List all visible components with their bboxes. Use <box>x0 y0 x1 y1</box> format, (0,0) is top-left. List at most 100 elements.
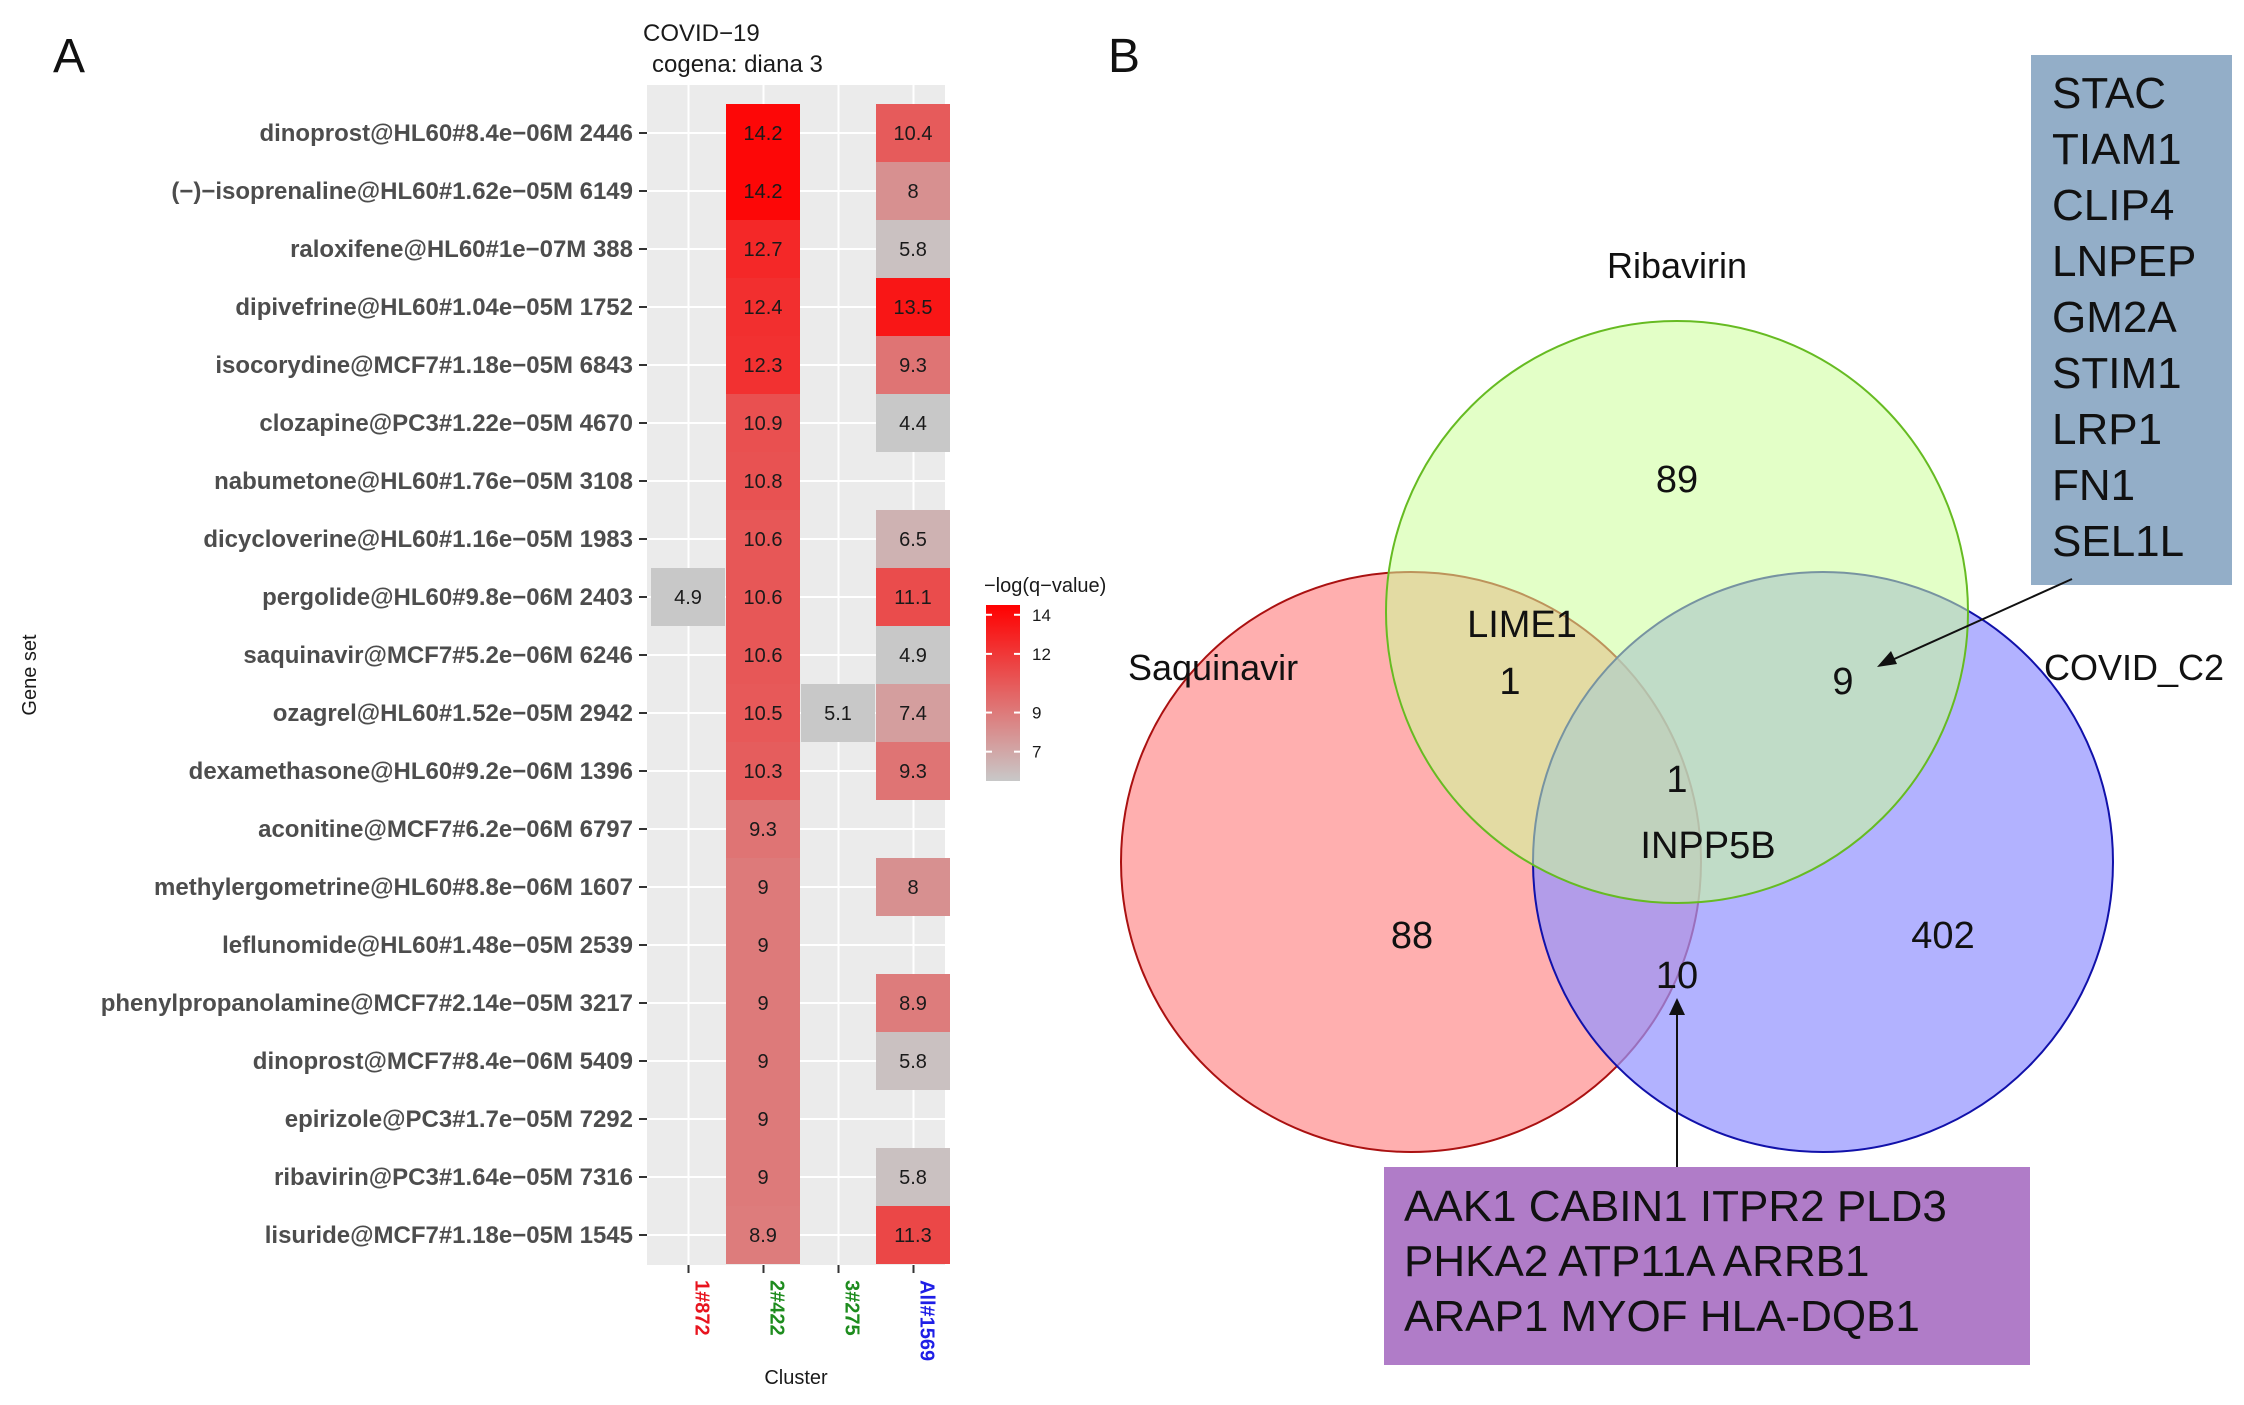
row-label: epirizole@PC3#1.7e−05M 7292 <box>285 1106 633 1133</box>
heatmap-cell-value: 9 <box>757 1051 768 1073</box>
panel-label-b: B <box>1108 30 1140 83</box>
legend-tick-label: 12 <box>1032 645 1051 664</box>
gene-box-ribavirin-covid-list: STAC TIAM1 CLIP4 LNPEP GM2A STIM1 LRP1 FN1 SEL1L <box>2052 69 2196 566</box>
gene-list-line: ARAP1 MYOF HLA-DQB1 <box>1404 1292 1920 1341</box>
heatmap-cell <box>726 510 800 568</box>
heatmap-cell-value: 4.9 <box>674 587 702 609</box>
heatmap-cell <box>801 684 875 742</box>
heatmap-cell <box>876 394 950 452</box>
heatmap-cell-value: 7.4 <box>899 703 927 725</box>
heatmap-cell <box>726 1148 800 1206</box>
gene-list-line: AAK1 CABIN1 ITPR2 PLD3 <box>1404 1182 1947 1231</box>
gene-box-ribavirin-covid <box>2031 55 2232 585</box>
row-label: lisuride@MCF7#1.18e−05M 1545 <box>265 1222 633 1249</box>
heatmap-cell-value: 12.4 <box>744 297 783 319</box>
row-label: saquinavir@MCF7#5.2e−06M 6246 <box>243 642 633 669</box>
heatmap-cell <box>726 858 800 916</box>
row-label: leflunomide@HL60#1.48e−05M 2539 <box>222 932 633 959</box>
heatmap-cell <box>876 1032 950 1090</box>
heatmap-cell <box>876 1148 950 1206</box>
column-label: All#1569 <box>916 1280 938 1361</box>
row-label: clozapine@PC3#1.22e−05M 4670 <box>259 410 633 437</box>
row-label: raloxifene@HL60#1e−07M 388 <box>290 236 633 263</box>
gene-box-saquinavir-covid <box>1384 1167 2030 1365</box>
row-label: dexamethasone@HL60#9.2e−06M 1396 <box>189 758 633 785</box>
heatmap-cell <box>651 568 725 626</box>
column-label: 1#872 <box>691 1280 713 1336</box>
heatmap-cell-value: 4.9 <box>899 645 927 667</box>
row-label: ozagrel@HL60#1.52e−05M 2942 <box>273 700 633 727</box>
legend-tick-label: 14 <box>1032 606 1051 625</box>
heatmap-cell <box>726 162 800 220</box>
heatmap-cell <box>726 336 800 394</box>
y-axis-title: Gene set <box>19 634 41 716</box>
gene-name: SEL1L <box>2052 517 2184 566</box>
heatmap-cell <box>876 220 950 278</box>
heatmap-chart: COVID−19 cogena: diana 3 14.2 10.4 14.2 8 12… <box>19 20 1106 1389</box>
heatmap-cell-value: 4.4 <box>899 413 927 435</box>
heatmap-cell-value: 12.7 <box>744 239 783 261</box>
x-axis-title: Cluster <box>764 1367 828 1389</box>
venn-gene-all-three: INPP5B <box>1640 825 1775 867</box>
heatmap-cell-value: 8.9 <box>749 1225 777 1247</box>
heatmap-cell <box>726 452 800 510</box>
heatmap-cell <box>726 568 800 626</box>
gene-name: TIAM1 <box>2052 125 2182 174</box>
gene-name: STIM1 <box>2052 349 2182 398</box>
heatmap-cell-value: 5.8 <box>899 1051 927 1073</box>
venn-count-all-three: 1 <box>1666 759 1687 801</box>
heatmap-cell <box>876 1206 950 1264</box>
gene-name: CLIP4 <box>2052 181 2174 230</box>
row-label: isocorydine@MCF7#1.18e−05M 6843 <box>215 352 633 379</box>
heatmap-cell <box>876 974 950 1032</box>
row-label: ribavirin@PC3#1.64e−05M 7316 <box>274 1164 633 1191</box>
venn-count-ribavirin-only: 89 <box>1656 459 1698 501</box>
heatmap-cell <box>726 394 800 452</box>
gene-box-saquinavir-covid-list: AAK1 CABIN1 ITPR2 PLD3 PHKA2 ATP11A ARRB1… <box>1404 1182 1947 1341</box>
column-label: 3#275 <box>841 1280 863 1336</box>
heatmap-cell-value: 9 <box>757 935 768 957</box>
gene-name: GM2A <box>2052 293 2177 342</box>
venn-set-label-ribavirin: Ribavirin <box>1607 245 1747 286</box>
heatmap-cell-value: 14.2 <box>744 181 783 203</box>
heatmap-cell-value: 5.8 <box>899 1167 927 1189</box>
heatmap-cell-value: 14.2 <box>744 123 783 145</box>
heatmap-cell <box>726 104 800 162</box>
heatmap-cell <box>726 974 800 1032</box>
heatmap-cell-value: 9 <box>757 993 768 1015</box>
heatmap-cell-value: 9.3 <box>899 761 927 783</box>
heatmap-cell-value: 9 <box>757 1109 768 1131</box>
row-label: dicycloverine@HL60#1.16e−05M 1983 <box>203 526 633 553</box>
gene-name: LRP1 <box>2052 405 2162 454</box>
venn-count-covid-only: 402 <box>1911 915 1974 957</box>
heatmap-cell <box>726 626 800 684</box>
heatmap-cell-value: 9 <box>757 1167 768 1189</box>
heatmap-cell-value: 10.4 <box>894 123 933 145</box>
heatmap-cell <box>876 336 950 394</box>
heatmap-row-labels: dinoprost@HL60#8.4e−06M 2446 (−)−isoprena… <box>101 120 633 1249</box>
gene-name: FN1 <box>2052 461 2135 510</box>
venn-count-saquinavir-covid: 10 <box>1656 955 1698 997</box>
heatmap-title-line2: cogena: diana 3 <box>652 51 823 78</box>
heatmap-cell-value: 10.5 <box>744 703 783 725</box>
heatmap-cell-value: 9 <box>757 877 768 899</box>
arrowhead-saquinavir-covid <box>1669 998 1685 1015</box>
heatmap-cell-value: 10.6 <box>744 587 783 609</box>
heatmap-cell <box>876 162 950 220</box>
arrowhead-ribavirin-covid <box>1877 651 1897 667</box>
heatmap-cell <box>876 858 950 916</box>
venn-set-label-covid-c2: COVID_C2 <box>2044 647 2224 688</box>
row-label: (−)−isoprenaline@HL60#1.62e−05M 6149 <box>171 178 633 205</box>
heatmap-cell <box>876 684 950 742</box>
heatmap-cell-value: 6.5 <box>899 529 927 551</box>
heatmap-cell-value: 10.8 <box>744 471 783 493</box>
heatmap-title-line1: COVID−19 <box>643 20 760 47</box>
row-label: dinoprost@HL60#8.4e−06M 2446 <box>259 120 633 147</box>
heatmap-cell <box>876 742 950 800</box>
row-label: methylergometrine@HL60#8.8e−06M 1607 <box>154 874 633 901</box>
venn-circle-ribavirin <box>1385 320 1969 904</box>
heatmap-column-labels: 1#872 2#422 3#275 All#1569 <box>691 1280 938 1361</box>
heatmap-cell-value: 8 <box>907 181 918 203</box>
panel-label-a: A <box>53 30 85 83</box>
